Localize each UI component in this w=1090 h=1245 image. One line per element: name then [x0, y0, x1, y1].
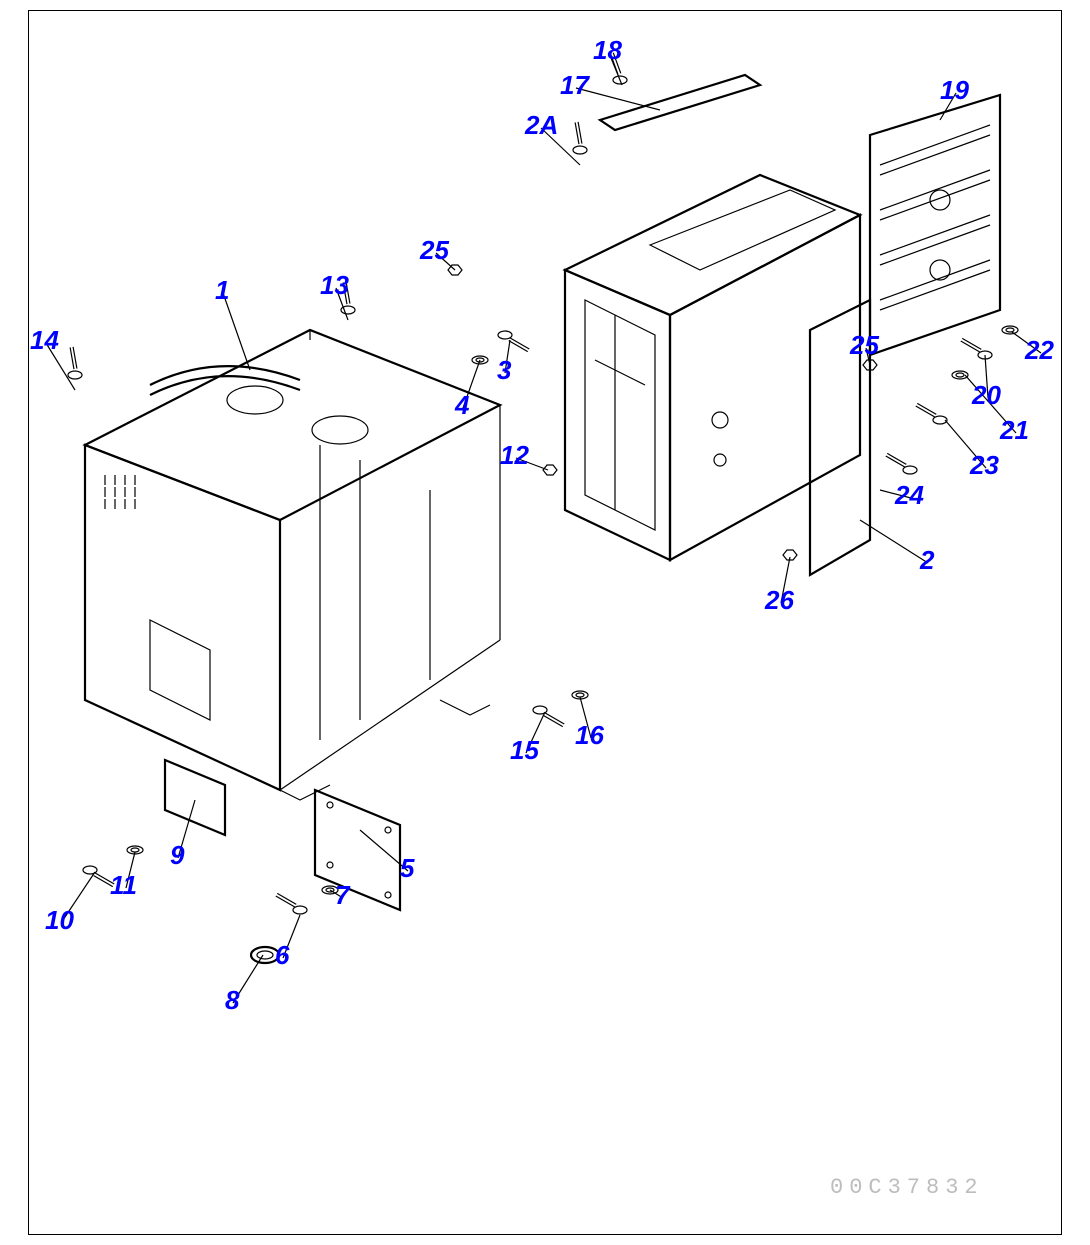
callout-15[interactable]: 15 — [510, 735, 539, 766]
callout-10[interactable]: 10 — [45, 905, 74, 936]
callout-17[interactable]: 17 — [560, 70, 589, 101]
callout-22[interactable]: 22 — [1025, 335, 1054, 366]
callout-20[interactable]: 20 — [972, 380, 1001, 411]
diagram-illustration — [0, 0, 1090, 1245]
callout-2A[interactable]: 2A — [525, 110, 558, 141]
callout-2[interactable]: 2 — [920, 545, 934, 576]
callout-1[interactable]: 1 — [215, 275, 229, 306]
callout-18[interactable]: 18 — [593, 35, 622, 66]
callout-26[interactable]: 26 — [765, 585, 794, 616]
callout-11[interactable]: 11 — [110, 870, 137, 901]
callout-16[interactable]: 16 — [575, 720, 604, 751]
callout-8[interactable]: 8 — [225, 985, 239, 1016]
callout-13[interactable]: 13 — [320, 270, 349, 301]
callout-25a[interactable]: 25 — [420, 235, 449, 266]
callout-6[interactable]: 6 — [275, 940, 289, 971]
callout-24[interactable]: 24 — [895, 480, 924, 511]
callout-9[interactable]: 9 — [170, 840, 184, 871]
callout-3[interactable]: 3 — [497, 355, 511, 386]
callout-25b[interactable]: 25 — [850, 330, 879, 361]
callout-23[interactable]: 23 — [970, 450, 999, 481]
callout-14[interactable]: 14 — [30, 325, 59, 356]
callout-19[interactable]: 19 — [940, 75, 969, 106]
callout-5[interactable]: 5 — [400, 853, 414, 884]
drawing-number: 00C37832 — [830, 1175, 984, 1200]
callout-7[interactable]: 7 — [335, 880, 349, 911]
callout-21[interactable]: 21 — [1000, 415, 1029, 446]
callout-12[interactable]: 12 — [500, 440, 529, 471]
callout-4[interactable]: 4 — [455, 390, 469, 421]
